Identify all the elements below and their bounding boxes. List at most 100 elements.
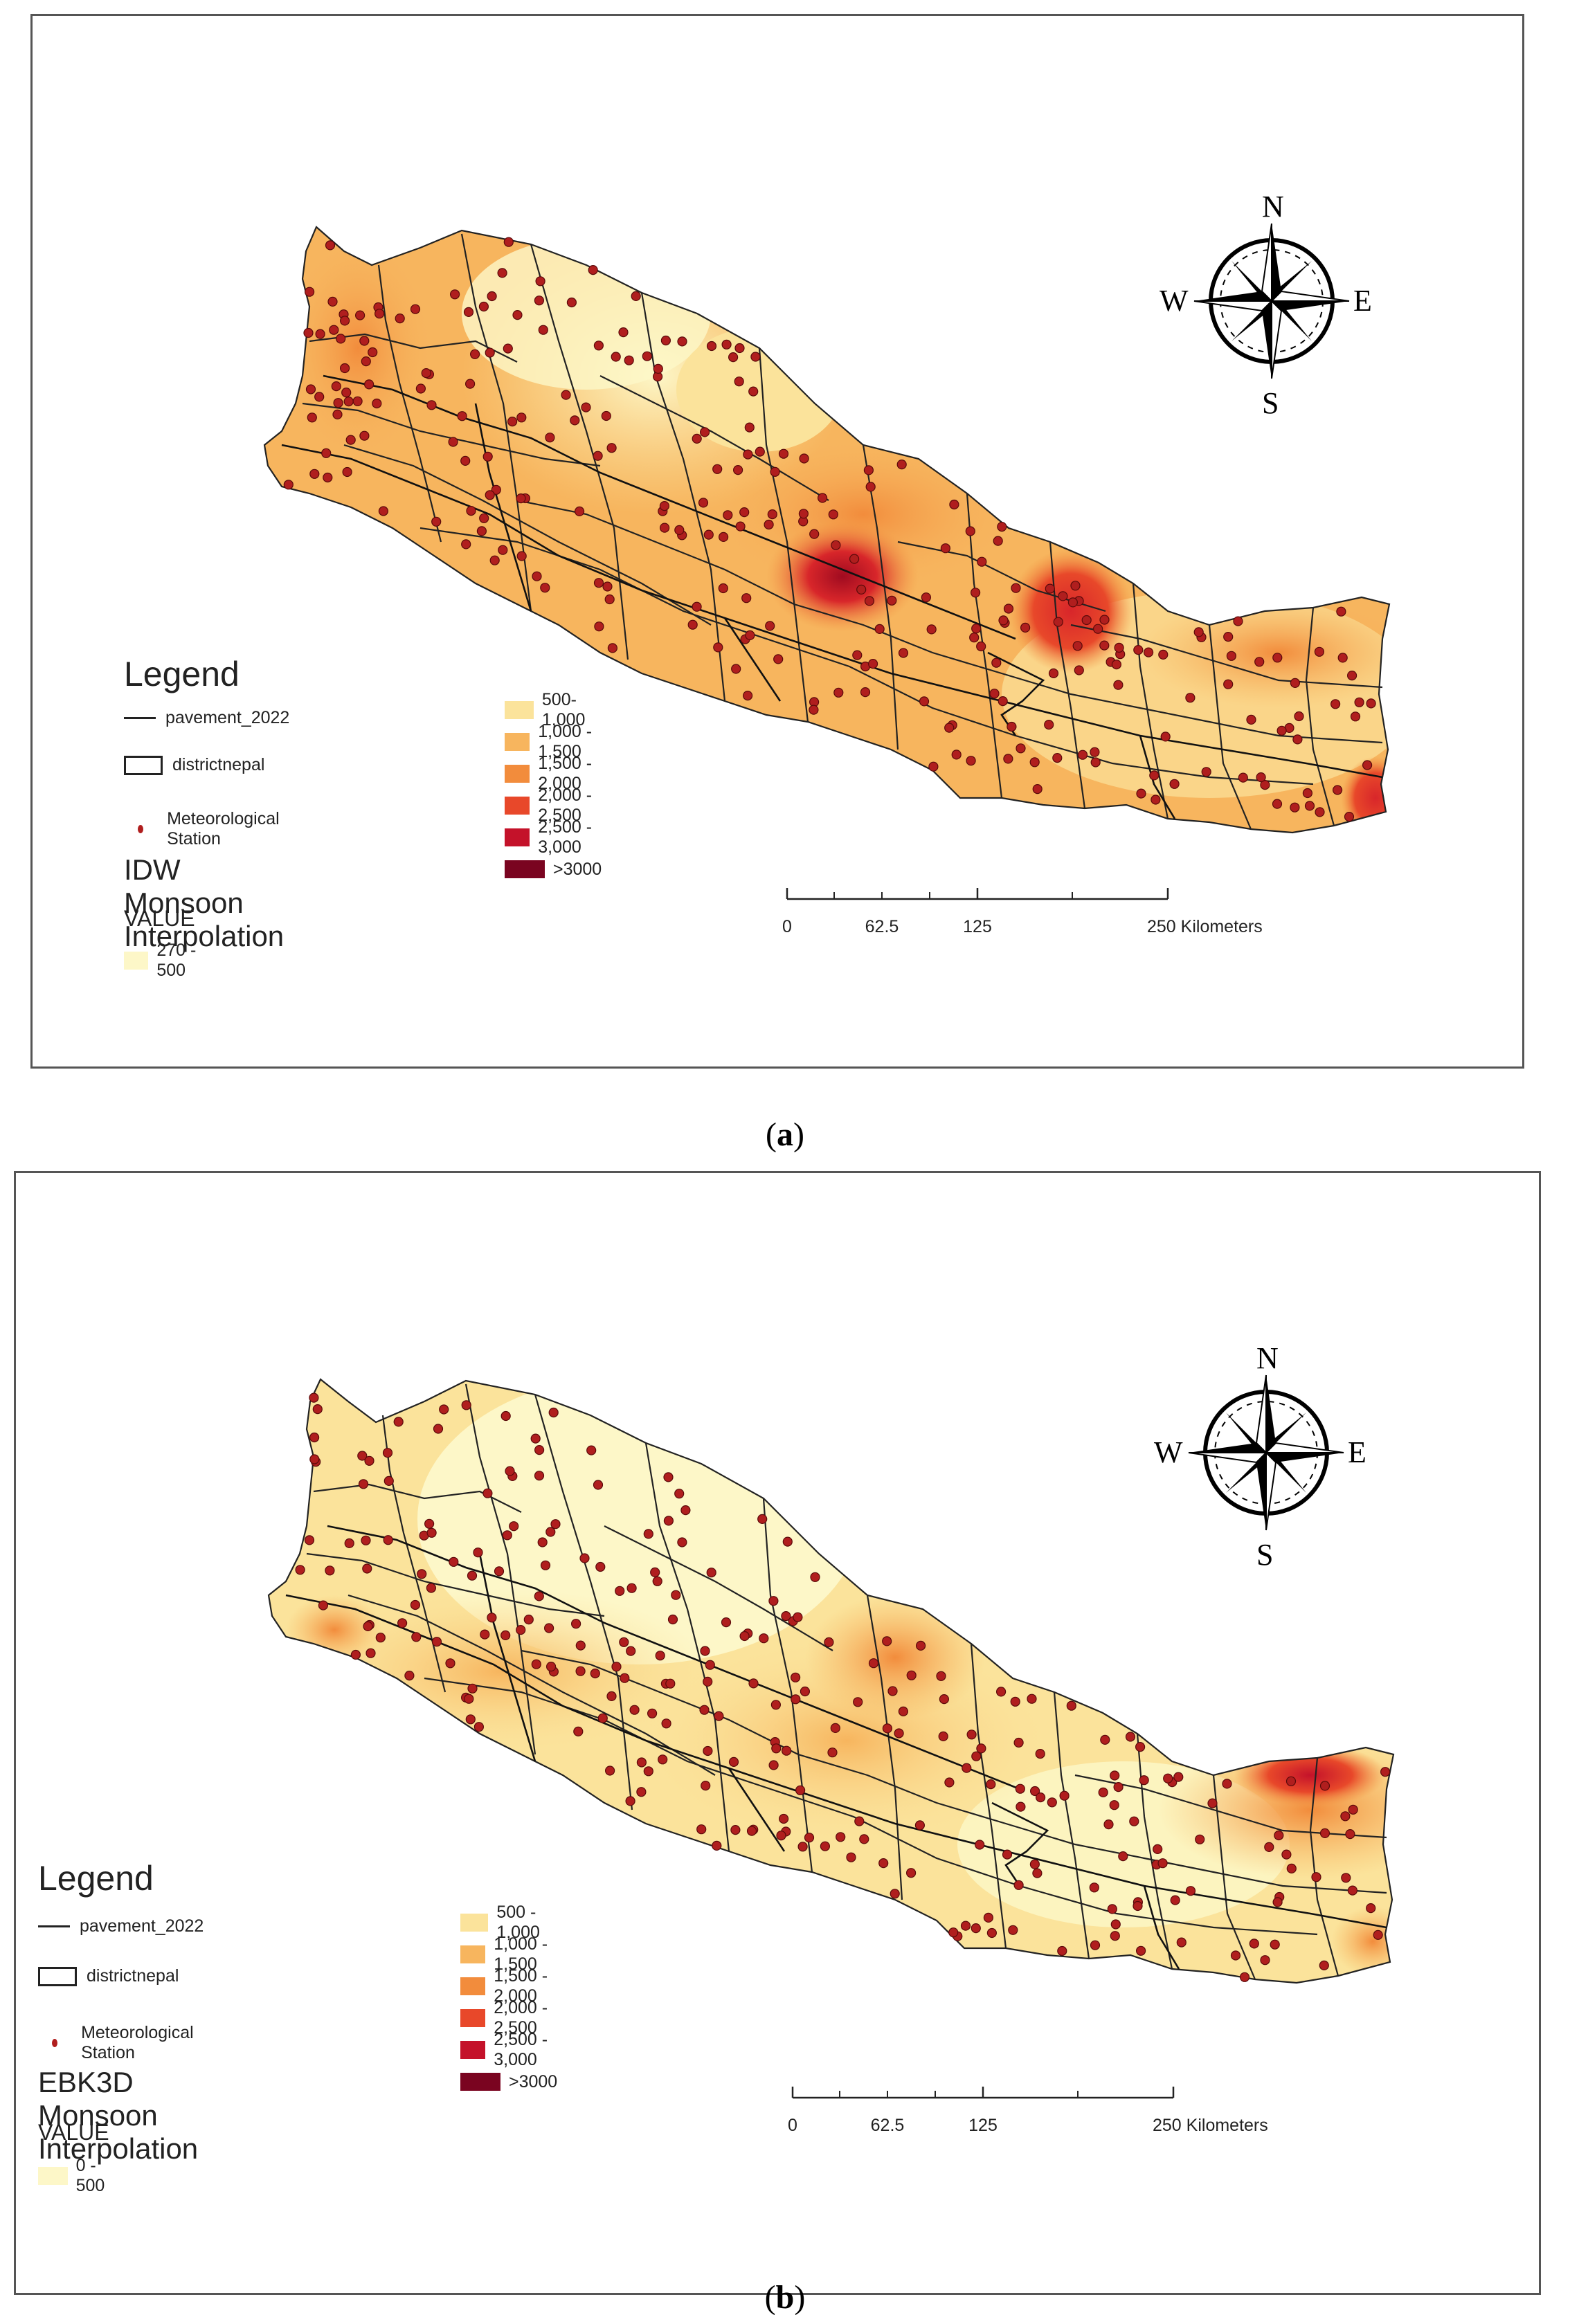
station-marker — [593, 578, 604, 588]
station-marker — [846, 1852, 856, 1862]
station-marker — [1302, 788, 1313, 799]
station-marker — [500, 1410, 511, 1422]
station-marker — [940, 543, 951, 554]
station-marker — [1254, 657, 1265, 667]
station-marker — [619, 1637, 629, 1647]
station-marker — [464, 1694, 474, 1704]
station-marker — [1090, 757, 1101, 768]
station-marker — [478, 301, 489, 312]
station-marker — [417, 1569, 427, 1579]
station-marker — [723, 510, 733, 520]
station-marker — [332, 409, 343, 420]
station-marker — [699, 1705, 710, 1715]
station-marker — [804, 1833, 815, 1843]
station-marker — [770, 1700, 782, 1710]
station-marker — [315, 329, 325, 339]
station-marker — [905, 1868, 917, 1878]
station-marker — [586, 1445, 597, 1455]
station-marker — [1111, 659, 1122, 670]
station-marker — [421, 367, 431, 379]
station-marker — [966, 1730, 977, 1740]
station-marker — [615, 1586, 625, 1596]
station-marker — [512, 310, 523, 320]
station-marker — [1185, 693, 1195, 703]
station-marker — [936, 1671, 946, 1681]
station-marker — [718, 583, 728, 594]
station-marker — [1003, 754, 1013, 764]
station-marker — [776, 1831, 786, 1841]
station-marker — [1344, 811, 1355, 822]
station-marker — [713, 642, 723, 653]
station-marker — [770, 466, 780, 477]
station-marker — [791, 1694, 801, 1705]
station-marker — [849, 554, 860, 564]
station-marker — [773, 654, 784, 664]
legend-class-row: 1,000 - 1,500 — [505, 722, 602, 761]
legend-class-swatch — [460, 2041, 486, 2059]
station-marker — [561, 390, 571, 400]
station-marker — [718, 532, 729, 543]
station-marker — [898, 648, 909, 658]
station-marker — [887, 595, 897, 606]
station-marker — [579, 1553, 590, 1563]
station-marker — [439, 1404, 449, 1415]
station-marker — [491, 484, 501, 495]
station-marker — [1223, 631, 1234, 642]
station-marker — [362, 1563, 372, 1574]
station-marker — [606, 1691, 617, 1702]
legend-class-row: 500- 1,000 — [505, 690, 602, 729]
station-marker — [359, 336, 370, 346]
station-marker — [748, 386, 759, 397]
station-marker — [965, 526, 975, 536]
legend-class-row: 2,000 - 2,500 — [505, 786, 602, 825]
legend-district: districtnepal — [124, 755, 264, 775]
interpolation-title: EBK3D Monsoon Interpolation — [38, 2066, 199, 2165]
district-boundaries-b — [267, 1378, 1395, 1984]
station-marker — [1090, 747, 1100, 757]
station-marker — [1057, 1945, 1067, 1957]
station-marker — [590, 1668, 600, 1679]
station-marker — [1032, 783, 1043, 795]
station-marker — [1029, 757, 1040, 768]
station-marker — [1135, 1741, 1146, 1752]
lowest-class: 0 - 500 — [38, 2156, 116, 2196]
station-marker — [426, 400, 437, 410]
station-marker — [1226, 651, 1237, 661]
station-marker — [305, 384, 316, 394]
station-marker — [971, 1751, 982, 1761]
station-marker — [340, 363, 350, 374]
station-marker — [426, 1583, 437, 1593]
station-marker — [1230, 1950, 1241, 1961]
station-marker — [538, 325, 548, 335]
station-marker — [595, 1561, 606, 1572]
station-marker — [828, 509, 838, 520]
station-marker — [799, 453, 809, 464]
station-marker — [372, 398, 382, 409]
station-marker — [898, 1706, 909, 1717]
station-marker — [768, 1596, 779, 1606]
station-marker — [1380, 1767, 1391, 1777]
lowest-class-swatch — [124, 952, 149, 970]
station-marker — [748, 1678, 759, 1689]
station-marker — [781, 1610, 791, 1622]
station-marker — [1163, 1773, 1173, 1783]
station-marker — [730, 1824, 741, 1835]
station-marker — [652, 1576, 662, 1586]
caption-b: (b) — [764, 2279, 806, 2316]
station-marker — [574, 506, 585, 517]
station-marker — [331, 381, 341, 392]
station-marker — [1222, 1779, 1232, 1789]
station-marker — [383, 1535, 393, 1545]
legend-class-label: >3000 — [509, 2071, 558, 2091]
station-marker — [593, 1480, 604, 1490]
compass-s: S — [1256, 1538, 1273, 1572]
station-marker — [1286, 1863, 1297, 1874]
station-marker — [336, 334, 346, 344]
legend-class-row: 2,000 - 2,500 — [460, 1998, 557, 2037]
station-marker — [706, 1568, 716, 1578]
station-marker — [660, 335, 671, 346]
legend-class-swatch — [460, 2073, 500, 2091]
station-marker — [1045, 583, 1055, 594]
station-marker — [944, 723, 955, 733]
station-marker — [361, 1535, 371, 1545]
